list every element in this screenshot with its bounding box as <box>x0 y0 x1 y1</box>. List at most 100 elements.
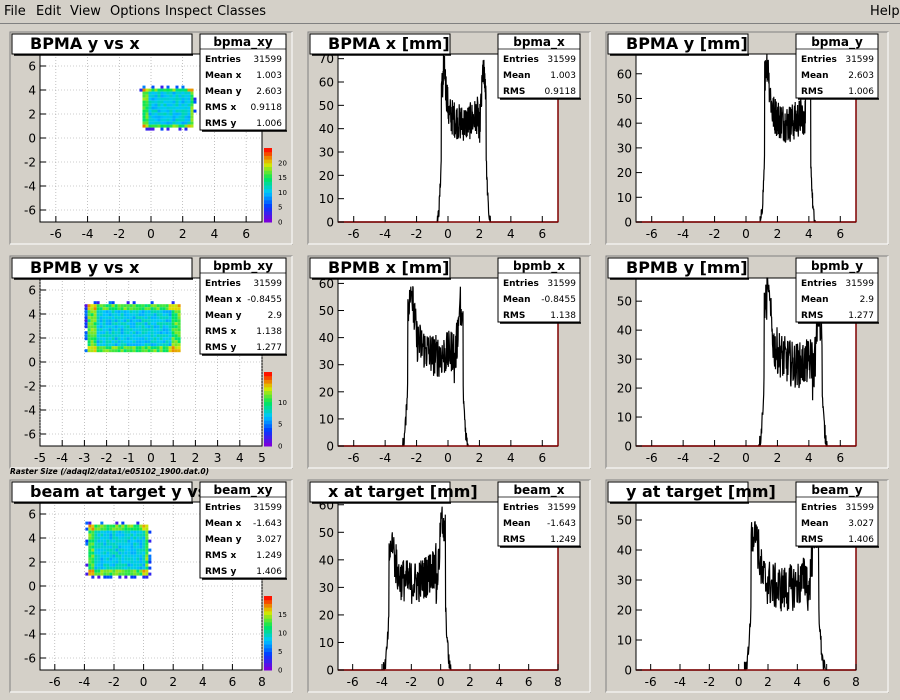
heat-cell <box>93 346 97 350</box>
stats-value: 31599 <box>845 55 874 65</box>
y-tick-label: 0 <box>624 440 632 454</box>
heat-cell <box>178 121 182 125</box>
heat-cell <box>117 313 121 317</box>
heat-cell <box>148 112 152 116</box>
heat-cell <box>154 94 158 98</box>
heat-cell <box>93 325 97 329</box>
menu-classes[interactable]: Classes <box>217 4 266 19</box>
heat-cell <box>150 334 154 338</box>
y-tick-label: 20 <box>319 169 334 183</box>
heat-cell <box>121 521 125 525</box>
heat-cell <box>144 325 148 329</box>
heat-cell <box>141 304 145 308</box>
menu-options[interactable]: Options <box>110 4 161 19</box>
heat-cell <box>94 533 98 537</box>
heat-cell <box>112 527 116 531</box>
heat-cell <box>178 115 182 119</box>
heat-cell <box>121 569 125 573</box>
heat-cell <box>96 307 100 311</box>
heat-cell <box>135 316 139 320</box>
heat-cell <box>144 349 148 353</box>
palette-tick-label: 5 <box>278 648 282 656</box>
heat-cell <box>165 310 169 314</box>
heat-cell <box>175 91 179 95</box>
heat-cell <box>150 337 154 341</box>
heat-cell <box>84 322 88 326</box>
heat-cell <box>144 331 148 335</box>
menu-help[interactable]: Help <box>870 4 900 19</box>
palette-segment <box>264 629 272 634</box>
heat-cell <box>133 566 137 570</box>
heat-cell <box>100 569 104 573</box>
heat-cell <box>169 118 173 122</box>
heat-cell <box>87 304 91 308</box>
heat-cell <box>127 551 131 555</box>
heat-cell <box>171 337 175 341</box>
heat-cell <box>141 325 145 329</box>
heat-cell <box>121 530 125 534</box>
heat-cell <box>106 539 110 543</box>
heat-cell <box>172 91 176 95</box>
heat-cell <box>147 307 151 311</box>
heat-cell <box>105 313 109 317</box>
heat-cell <box>127 536 131 540</box>
heat-cell <box>99 325 103 329</box>
heat-cell <box>142 85 146 89</box>
heat-cell <box>193 97 197 101</box>
heat-cell <box>144 328 148 332</box>
heat-cell <box>94 569 98 573</box>
y-tick-label: 10 <box>319 412 334 426</box>
stats-label: Mean <box>503 519 531 529</box>
histogram-line <box>636 501 856 671</box>
heat-cell <box>102 322 106 326</box>
heat-cell <box>100 572 104 576</box>
heat-cell <box>156 349 160 353</box>
x-tick-label: -4 <box>78 675 90 689</box>
menu-edit[interactable]: Edit <box>36 4 62 19</box>
heat-cell <box>172 94 176 98</box>
heat-cell <box>96 310 100 314</box>
heat-cell <box>142 124 146 128</box>
heat-cell <box>88 527 92 531</box>
x-tick-label: -2 <box>405 675 417 689</box>
y-tick-label: 6 <box>28 508 36 522</box>
menu-inspect[interactable]: Inspect <box>165 4 213 19</box>
x-tick-label: -2 <box>703 675 715 689</box>
heat-cell <box>88 548 92 552</box>
stats-value: -1.643 <box>547 519 576 529</box>
menu-file[interactable]: File <box>4 4 26 19</box>
heat-cell <box>174 319 178 323</box>
heat-cell <box>130 557 134 561</box>
stats-value: -1.643 <box>253 519 282 529</box>
heat-cell <box>85 521 89 525</box>
stats-label: Mean <box>801 71 829 81</box>
heat-cell <box>156 316 160 320</box>
heat-cell <box>133 536 137 540</box>
stats-label: Mean <box>503 71 531 81</box>
heat-cell <box>114 334 118 338</box>
heat-cell <box>181 100 185 104</box>
palette-segment <box>264 434 272 440</box>
heat-cell <box>184 124 188 128</box>
pad-bpma_xy: 0 5 10 15 20 -6 -4 -2 0 2 4 6 -6 -4 -2 0 2 4 6 BPMA y vs x b… <box>9 31 293 245</box>
menu-view[interactable]: View <box>70 4 101 19</box>
y-tick-label: -6 <box>24 204 36 218</box>
heat-cell <box>141 310 145 314</box>
heat-cell <box>150 340 154 344</box>
heat-cell <box>154 91 158 95</box>
heat-cell <box>130 527 134 531</box>
heat-cell <box>93 316 97 320</box>
heat-cell <box>87 325 91 329</box>
heat-cell <box>123 310 127 314</box>
heat-cell <box>163 94 167 98</box>
heat-cell <box>171 343 175 347</box>
heat-cell <box>184 100 188 104</box>
stats-label: Mean x <box>205 519 242 529</box>
heat-cell <box>123 349 127 353</box>
heat-cell <box>144 340 148 344</box>
heat-cell <box>163 97 167 101</box>
stats-value: 1.006 <box>848 87 874 97</box>
heat-cell <box>120 316 124 320</box>
